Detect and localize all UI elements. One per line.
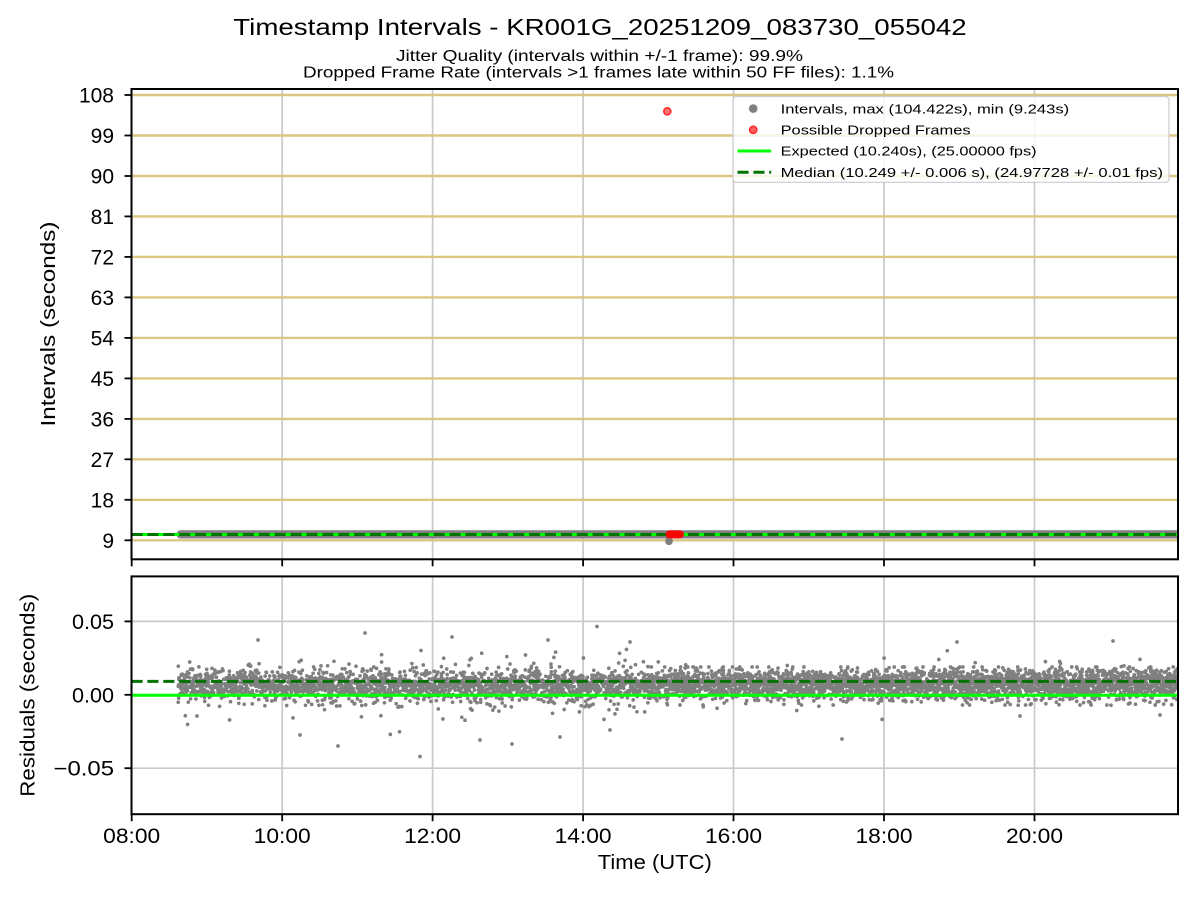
svg-text:Intervals, max (104.422s), min: Intervals, max (104.422s), min (9.243s) bbox=[781, 101, 1070, 116]
svg-text:18:00: 18:00 bbox=[856, 825, 913, 848]
svg-text:63: 63 bbox=[91, 287, 114, 310]
svg-text:45: 45 bbox=[91, 368, 114, 391]
svg-text:108: 108 bbox=[79, 85, 114, 108]
svg-text:Possible Dropped Frames: Possible Dropped Frames bbox=[781, 123, 971, 138]
svg-text:Median (10.249 +/- 0.006 s), (: Median (10.249 +/- 0.006 s), (24.97728 +… bbox=[781, 165, 1163, 180]
svg-text:0.05: 0.05 bbox=[72, 611, 114, 634]
svg-text:99: 99 bbox=[91, 125, 114, 148]
svg-text:36: 36 bbox=[91, 408, 114, 431]
svg-text:9: 9 bbox=[102, 530, 114, 553]
svg-text:−0.05: −0.05 bbox=[54, 758, 115, 781]
svg-text:Time (UTC): Time (UTC) bbox=[598, 851, 712, 874]
svg-text:Expected (10.240s), (25.00000: Expected (10.240s), (25.00000 fps) bbox=[781, 144, 1037, 159]
svg-text:0.00: 0.00 bbox=[72, 684, 114, 707]
svg-text:72: 72 bbox=[91, 246, 114, 269]
svg-text:Timestamp Intervals - KR001G_2: Timestamp Intervals - KR001G_20251209_08… bbox=[233, 14, 966, 40]
svg-text:27: 27 bbox=[91, 449, 114, 472]
svg-text:12:00: 12:00 bbox=[404, 825, 461, 848]
svg-text:54: 54 bbox=[91, 327, 115, 350]
svg-text:Dropped Frame Rate (intervals: Dropped Frame Rate (intervals >1 frames … bbox=[303, 65, 894, 82]
svg-text:20:00: 20:00 bbox=[1006, 825, 1063, 848]
svg-text:18: 18 bbox=[91, 489, 114, 512]
svg-text:81: 81 bbox=[91, 206, 114, 229]
svg-text:16:00: 16:00 bbox=[705, 825, 762, 848]
svg-text:08:00: 08:00 bbox=[103, 825, 160, 848]
svg-text:Intervals (seconds): Intervals (seconds) bbox=[37, 222, 60, 427]
svg-text:10:00: 10:00 bbox=[254, 825, 311, 848]
svg-text:90: 90 bbox=[91, 166, 114, 189]
svg-text:Residuals (seconds): Residuals (seconds) bbox=[17, 594, 40, 797]
svg-text:14:00: 14:00 bbox=[555, 825, 612, 848]
svg-text:Jitter Quality (intervals with: Jitter Quality (intervals within +/-1 fr… bbox=[396, 48, 803, 65]
